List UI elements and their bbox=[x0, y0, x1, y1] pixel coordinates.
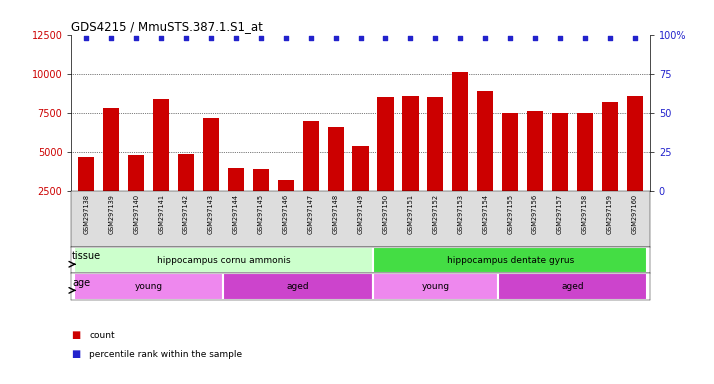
Bar bbox=[153, 99, 169, 191]
Bar bbox=[427, 97, 443, 191]
Text: GSM297146: GSM297146 bbox=[283, 194, 288, 234]
Bar bbox=[353, 146, 368, 191]
Text: GSM297142: GSM297142 bbox=[183, 194, 189, 234]
Point bbox=[430, 35, 441, 41]
Point bbox=[181, 35, 192, 41]
Point bbox=[529, 35, 540, 41]
Text: GSM297140: GSM297140 bbox=[134, 194, 139, 234]
Text: GSM297150: GSM297150 bbox=[383, 194, 388, 234]
Text: GSM297155: GSM297155 bbox=[507, 194, 513, 234]
Text: ■: ■ bbox=[71, 349, 81, 359]
Text: tissue: tissue bbox=[72, 252, 101, 262]
Bar bbox=[74, 273, 223, 300]
Bar bbox=[498, 273, 648, 300]
Text: GSM297157: GSM297157 bbox=[557, 194, 563, 234]
Point bbox=[355, 35, 366, 41]
Point bbox=[206, 35, 217, 41]
Text: GSM297147: GSM297147 bbox=[308, 194, 313, 234]
Bar bbox=[527, 111, 543, 191]
Text: GSM297153: GSM297153 bbox=[457, 194, 463, 234]
Text: GSM297151: GSM297151 bbox=[408, 194, 413, 234]
Text: GSM297160: GSM297160 bbox=[632, 194, 638, 234]
Bar bbox=[378, 97, 393, 191]
Bar bbox=[104, 108, 119, 191]
Text: GSM297154: GSM297154 bbox=[482, 194, 488, 234]
Bar bbox=[303, 121, 319, 191]
Bar bbox=[79, 157, 94, 191]
Text: GDS4215 / MmuSTS.387.1.S1_at: GDS4215 / MmuSTS.387.1.S1_at bbox=[71, 20, 263, 33]
Point bbox=[81, 35, 92, 41]
Bar bbox=[402, 96, 418, 191]
Point bbox=[230, 35, 241, 41]
Bar bbox=[477, 91, 493, 191]
Text: aged: aged bbox=[287, 282, 310, 291]
Bar bbox=[627, 96, 643, 191]
Point bbox=[405, 35, 416, 41]
Point bbox=[131, 35, 142, 41]
Text: aged: aged bbox=[561, 282, 584, 291]
Text: GSM297145: GSM297145 bbox=[258, 194, 264, 234]
Text: GSM297141: GSM297141 bbox=[158, 194, 164, 234]
Text: GSM297149: GSM297149 bbox=[358, 194, 363, 234]
Bar bbox=[602, 102, 618, 191]
Text: young: young bbox=[421, 282, 449, 291]
Bar bbox=[373, 247, 648, 273]
Bar bbox=[452, 72, 468, 191]
Text: percentile rank within the sample: percentile rank within the sample bbox=[89, 350, 242, 359]
Point bbox=[455, 35, 466, 41]
Text: GSM297159: GSM297159 bbox=[607, 194, 613, 234]
Point bbox=[554, 35, 565, 41]
Text: age: age bbox=[72, 278, 90, 288]
Point bbox=[305, 35, 316, 41]
Text: young: young bbox=[135, 282, 163, 291]
Point bbox=[330, 35, 341, 41]
Point bbox=[504, 35, 516, 41]
Point bbox=[629, 35, 640, 41]
Text: count: count bbox=[89, 331, 115, 340]
Point bbox=[106, 35, 117, 41]
Text: GSM297148: GSM297148 bbox=[333, 194, 338, 234]
Bar bbox=[74, 247, 373, 273]
Text: hippocampus cornu ammonis: hippocampus cornu ammonis bbox=[156, 256, 291, 265]
Point bbox=[604, 35, 615, 41]
Point bbox=[480, 35, 491, 41]
Bar bbox=[278, 180, 294, 191]
Bar bbox=[328, 127, 343, 191]
Text: ■: ■ bbox=[71, 330, 81, 340]
Text: GSM297152: GSM297152 bbox=[433, 194, 438, 234]
Bar bbox=[253, 169, 269, 191]
Text: GSM297139: GSM297139 bbox=[109, 194, 114, 234]
Point bbox=[156, 35, 167, 41]
Bar bbox=[128, 155, 144, 191]
Bar bbox=[577, 113, 593, 191]
Text: GSM297156: GSM297156 bbox=[532, 194, 538, 234]
Text: hippocampus dentate gyrus: hippocampus dentate gyrus bbox=[446, 256, 574, 265]
Text: GSM297143: GSM297143 bbox=[208, 194, 214, 234]
Point bbox=[255, 35, 266, 41]
Bar bbox=[178, 154, 194, 191]
Text: GSM297138: GSM297138 bbox=[84, 194, 89, 234]
Point bbox=[280, 35, 291, 41]
Text: GSM297144: GSM297144 bbox=[233, 194, 239, 234]
Point bbox=[380, 35, 391, 41]
Bar bbox=[203, 118, 219, 191]
Text: GSM297158: GSM297158 bbox=[582, 194, 588, 234]
Bar bbox=[552, 113, 568, 191]
Point bbox=[579, 35, 590, 41]
Bar bbox=[223, 273, 373, 300]
Bar bbox=[228, 168, 244, 191]
Bar bbox=[502, 113, 518, 191]
Bar bbox=[373, 273, 498, 300]
